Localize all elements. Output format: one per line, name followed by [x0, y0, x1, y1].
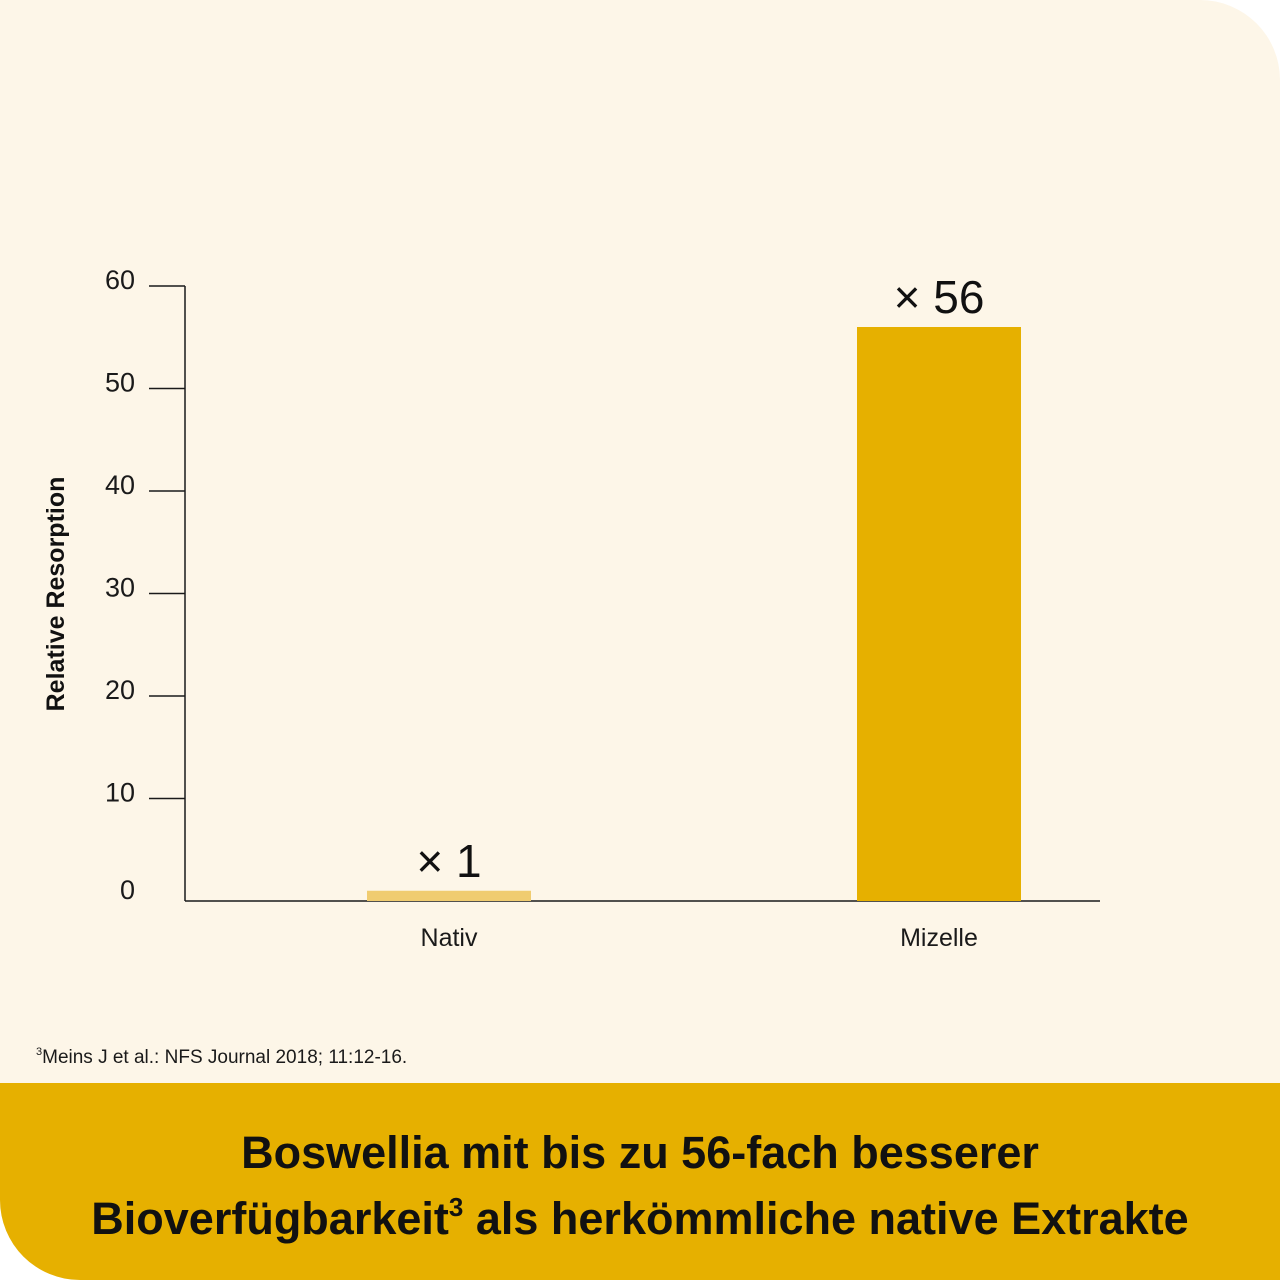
y-tick-label-0: 0	[120, 875, 135, 905]
y-tick-label-40: 40	[105, 470, 135, 500]
y-tick-label-50: 50	[105, 368, 135, 398]
footnote-text: Meins J et al.: NFS Journal 2018; 11:12-…	[42, 1047, 408, 1068]
y-tick-label-60: 60	[105, 265, 135, 295]
headline-marker: 3	[448, 1192, 464, 1222]
headline: Boswellia mit bis zu 56-fach besserer Bi…	[0, 1126, 1280, 1246]
category-label-nativ: Nativ	[421, 924, 478, 952]
headline-line-2-start: Bioverfügbarkeit	[91, 1193, 449, 1244]
data-label-nativ: × 1	[416, 835, 481, 887]
footnote-marker: 3	[36, 1046, 43, 1058]
category-label-mizelle: Mizelle	[900, 924, 978, 952]
y-tick-label-30: 30	[105, 573, 135, 603]
footnote: 3Meins J et al.: NFS Journal 2018; 11:12…	[36, 1046, 407, 1069]
headline-line-1: Boswellia mit bis zu 56-fach besserer	[241, 1127, 1039, 1178]
bar-chart: 0 10 20 30 40 50 60 Relative Resorption × 1 Nativ…	[42, 265, 1100, 952]
headline-banner	[0, 1083, 1280, 1280]
y-tick-label-20: 20	[105, 675, 135, 705]
y-axis-title: Relative Resorption	[42, 477, 70, 712]
headline-line-2-end: als herkömmliche native Extrakte	[463, 1193, 1189, 1244]
bar-mizelle	[857, 327, 1021, 901]
bar-nativ	[367, 890, 531, 901]
y-tick-label-10: 10	[105, 778, 135, 808]
data-label-mizelle: × 56	[894, 271, 985, 323]
headline-line-2: Bioverfügbarkeit3 als herkömmliche nativ…	[0, 1180, 1280, 1246]
